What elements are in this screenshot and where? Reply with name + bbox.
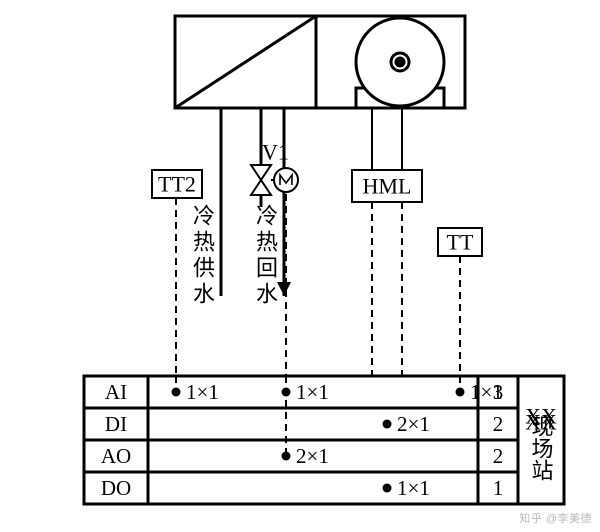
svg-text:热: 热 [256,230,278,255]
svg-text:TT2: TT2 [158,172,196,197]
svg-text:HML: HML [363,174,412,199]
station-label: 现场站 [529,415,554,481]
svg-text:冷: 冷 [193,204,215,229]
svg-text:热: 热 [193,230,215,255]
actuator-icon [274,168,298,192]
svg-text:冷: 冷 [256,204,278,229]
svg-text:供: 供 [193,256,215,281]
io-label: 1×1 [470,380,503,404]
io-label: 2×1 [397,412,430,436]
io-label: 2×1 [296,444,329,468]
row-count: 2 [493,444,504,468]
io-point [383,484,392,493]
row-tag: DO [101,476,131,500]
v1-label: V1 [262,140,289,165]
row-count: 2 [493,412,504,436]
row-count: 1 [493,476,504,500]
hvac-control-diagram: 冷热供水冷热回水V1TT2HMLTTAI31×11×11×1DI22×1AO22… [0,0,600,532]
watermark-text: 知乎 @李美德 [519,510,592,526]
io-point [383,420,392,429]
svg-text:水: 水 [193,282,215,307]
row-tag: AO [101,444,131,468]
svg-text:水: 水 [256,282,278,307]
svg-text:TT: TT [447,230,474,255]
row-tag: DI [105,412,127,436]
io-label: 1×1 [397,476,430,500]
io-label: 1×1 [296,380,329,404]
valve-icon [251,165,271,195]
svg-text:回: 回 [256,256,278,281]
row-tag: AI [105,380,127,404]
io-label: 1×1 [186,380,219,404]
